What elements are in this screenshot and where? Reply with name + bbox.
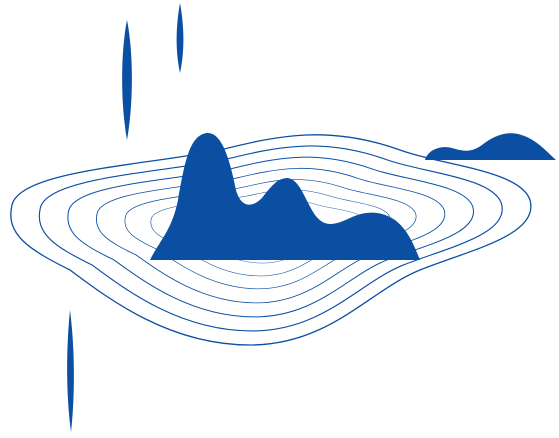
vertical-stroke [67,310,74,432]
small-hill [425,133,556,160]
mountain [150,132,420,260]
vertical-stroke [122,20,132,140]
vertical-stroke [176,3,184,73]
